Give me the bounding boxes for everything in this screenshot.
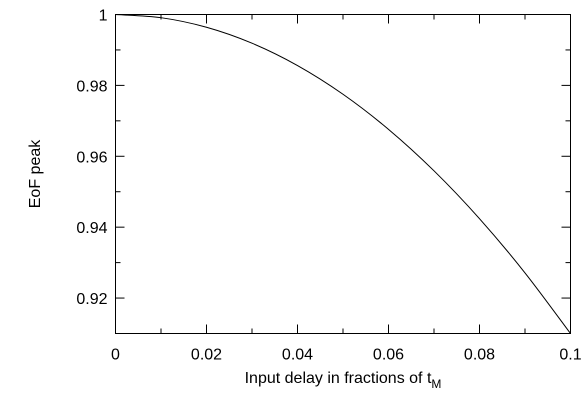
ticks-layer [115, 14, 571, 334]
plot-frame [115, 14, 571, 334]
x-tick-label: 0 [111, 347, 120, 364]
series-layer [115, 14, 571, 334]
tick-labels-layer: 0 0.02 0.04 0.06 0.08 0.1 0.92 0.94 0.96 0.98 1 [76, 8, 581, 364]
series-line [115, 14, 571, 334]
y-tick-label: 0.96 [76, 149, 107, 166]
x-tick-label: 0.06 [373, 347, 404, 364]
x-axis-label: Input delay in fractions of tM [245, 370, 442, 391]
y-axis-label: EoF peak [27, 139, 44, 208]
x-tick-label: 0.1 [559, 347, 581, 364]
x-axis-label-subscript: M [431, 377, 441, 391]
y-tick-label: 0.92 [76, 291, 107, 308]
x-tick-label: 0.02 [191, 347, 222, 364]
y-tick-label: 0.98 [76, 78, 107, 95]
x-tick-label: 0.08 [464, 347, 495, 364]
y-tick-label: 1 [99, 8, 108, 25]
y-tick-label: 0.94 [76, 220, 107, 237]
x-tick-label: 0.04 [282, 347, 313, 364]
x-axis-label-main: Input delay in fractions of t [245, 370, 432, 387]
